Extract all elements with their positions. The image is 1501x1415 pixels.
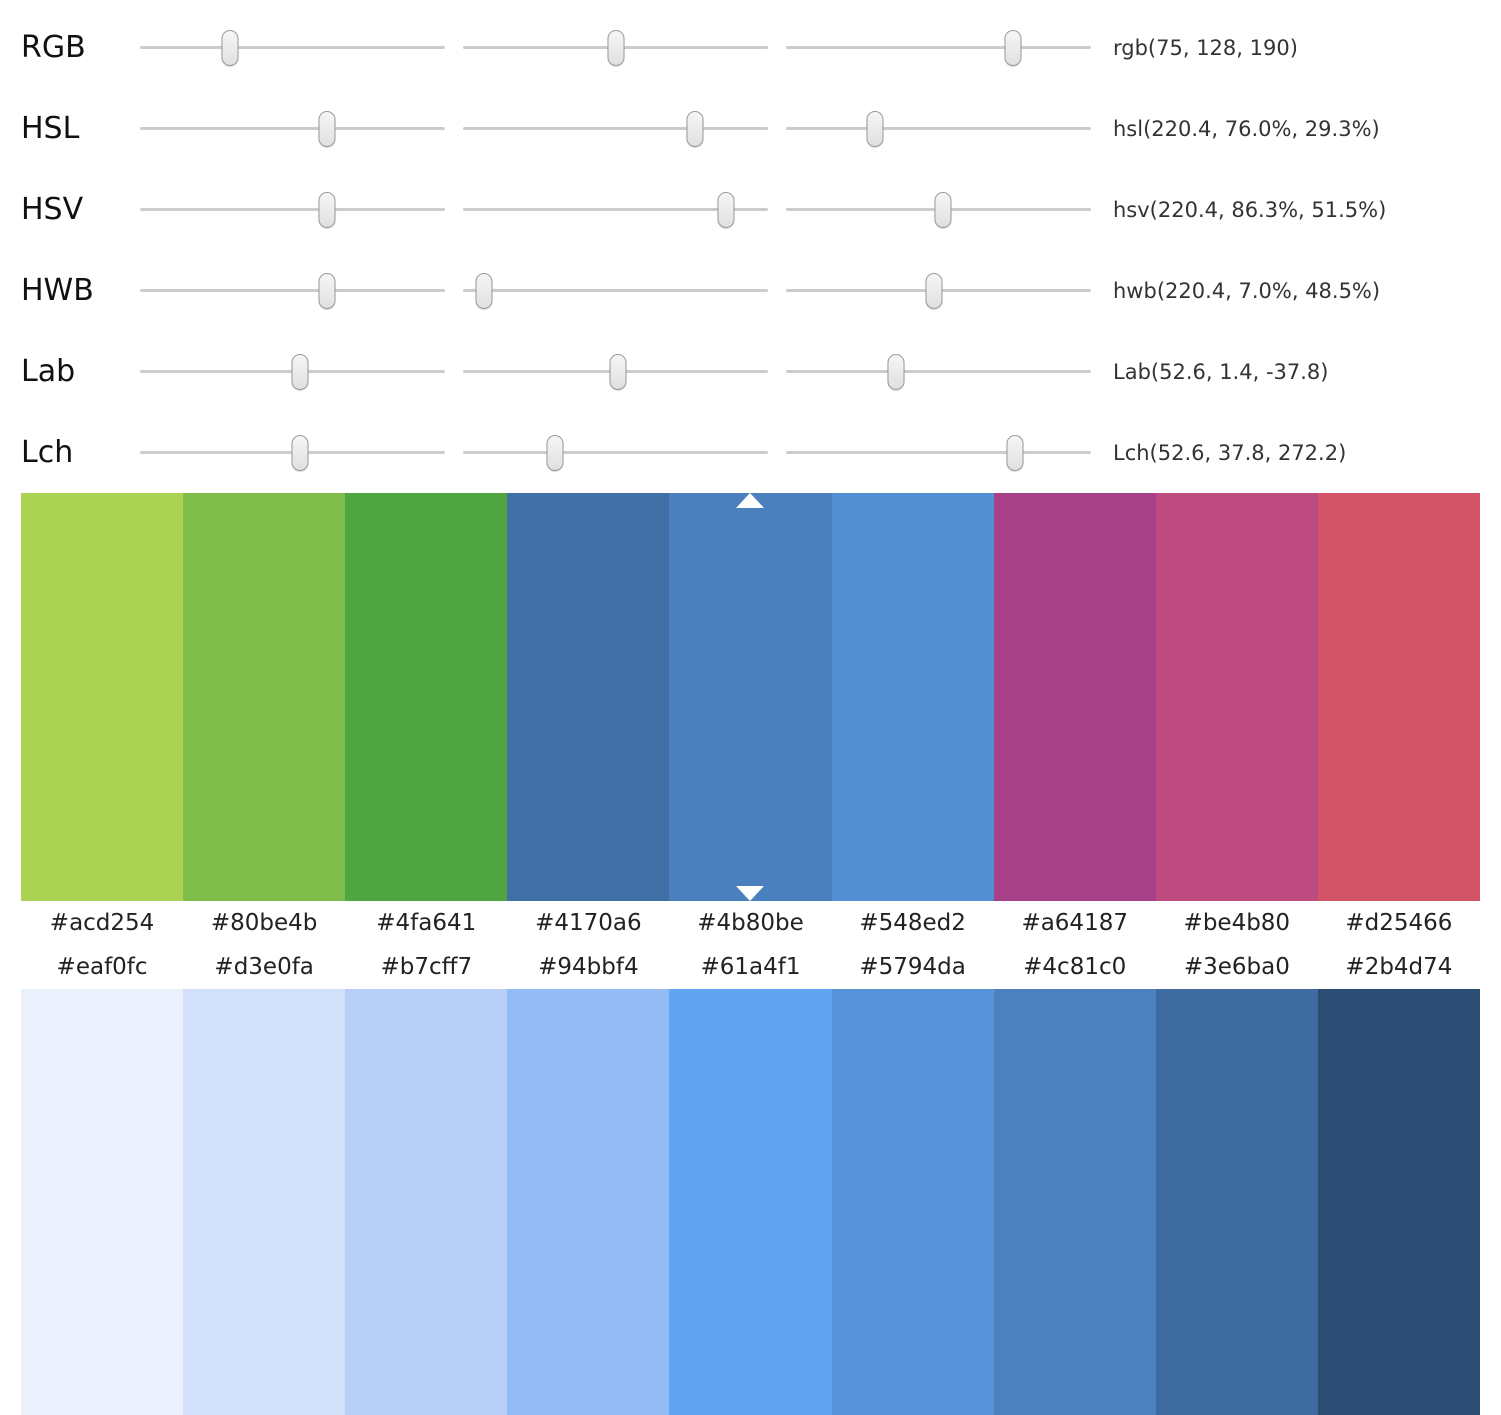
slider-thumb[interactable]	[318, 110, 336, 147]
slider-row-label-hsv: HSV	[21, 192, 84, 227]
slider-thumb[interactable]	[1004, 29, 1022, 66]
lab-a-slider[interactable]	[463, 353, 768, 390]
tint-swatch[interactable]	[183, 989, 346, 1415]
lch-c-slider[interactable]	[463, 434, 768, 471]
swatch-hex-label: #a64187	[1021, 910, 1128, 936]
lch-l-slider[interactable]	[140, 434, 445, 471]
slider-thumb[interactable]	[686, 110, 704, 147]
slider-row-hwb: HWB hwb(220.4, 7.0%, 48.5%)	[0, 250, 1501, 331]
tint-swatch[interactable]	[1155, 989, 1318, 1415]
selected-swatch-marker-bottom-icon	[736, 886, 765, 901]
swatch-hex-label: #548ed2	[859, 910, 966, 936]
lab-b-slider[interactable]	[786, 353, 1091, 390]
hue-swatch[interactable]	[831, 493, 994, 901]
swatch-hex-label: #4b80be	[697, 910, 804, 936]
swatch-hex-label: #d3e0fa	[214, 954, 314, 980]
slider-thumb[interactable]	[546, 434, 564, 471]
swatch-hex-label: #eaf0fc	[56, 954, 148, 980]
slider-row-label-hsl: HSL	[21, 111, 80, 146]
rgb-b-slider[interactable]	[786, 29, 1091, 66]
tint-swatch[interactable]	[1317, 989, 1480, 1415]
slider-thumb[interactable]	[934, 191, 952, 228]
swatch-hex-label: #2b4d74	[1345, 954, 1453, 980]
swatch-hex-label: #4c81c0	[1023, 954, 1127, 980]
swatch-hex-label: #3e6ba0	[1183, 954, 1290, 980]
rgb-g-slider[interactable]	[463, 29, 768, 66]
hsl-s-slider[interactable]	[463, 110, 768, 147]
slider-row-hsv: HSV hsv(220.4, 86.3%, 51.5%)	[0, 169, 1501, 250]
slider-row-lch: Lch Lch(52.6, 37.8, 272.2)	[0, 412, 1501, 493]
swatch-hex-label: #61a4f1	[700, 954, 801, 980]
slider-thumb[interactable]	[717, 191, 735, 228]
tint-swatch[interactable]	[507, 989, 670, 1415]
slider-thumb[interactable]	[318, 272, 336, 309]
hue-swatch[interactable]	[669, 493, 832, 901]
slider-row-label-lab: Lab	[21, 354, 76, 389]
slider-thumb[interactable]	[318, 191, 336, 228]
slider-row-hsl: HSL hsl(220.4, 76.0%, 29.3%)	[0, 88, 1501, 169]
slider-row-label-rgb: RGB	[21, 30, 86, 65]
slider-thumb[interactable]	[1006, 434, 1024, 471]
slider-value-hwb: hwb(220.4, 7.0%, 48.5%)	[1113, 278, 1381, 303]
rgb-r-slider[interactable]	[140, 29, 445, 66]
slider-thumb[interactable]	[291, 434, 309, 471]
hue-label-row: #acd254 #80be4b #4fa641 #4170a6 #4b80be …	[21, 901, 1480, 945]
slider-thumb[interactable]	[291, 353, 309, 390]
hsv-h-slider[interactable]	[140, 191, 445, 228]
slider-panel: RGB rgb(75, 128, 190) HSL hsl(220.4, 76.…	[0, 0, 1501, 493]
tint-swatch-row	[21, 989, 1480, 1415]
selected-swatch-marker-top-icon	[736, 493, 765, 508]
swatch-hex-label: #94bbf4	[538, 954, 639, 980]
hwb-h-slider[interactable]	[140, 272, 445, 309]
hsv-s-slider[interactable]	[463, 191, 768, 228]
slider-thumb[interactable]	[221, 29, 239, 66]
tint-swatch[interactable]	[831, 989, 994, 1415]
swatch-hex-label: #b7cff7	[380, 954, 473, 980]
hue-swatch[interactable]	[507, 493, 670, 901]
hsv-v-slider[interactable]	[786, 191, 1091, 228]
hue-swatch[interactable]	[1155, 493, 1318, 901]
hwb-b-slider[interactable]	[786, 272, 1091, 309]
slider-value-hsl: hsl(220.4, 76.0%, 29.3%)	[1113, 116, 1380, 141]
swatch-hex-label: #5794da	[859, 954, 966, 980]
tint-palette: #eaf0fc #d3e0fa #b7cff7 #94bbf4 #61a4f1 …	[21, 945, 1480, 1415]
lab-l-slider[interactable]	[140, 353, 445, 390]
slider-thumb[interactable]	[925, 272, 943, 309]
slider-thumb[interactable]	[866, 110, 884, 147]
tint-swatch[interactable]	[669, 989, 832, 1415]
swatch-hex-label: #80be4b	[210, 910, 318, 936]
hue-swatch[interactable]	[1317, 493, 1480, 901]
tint-swatch[interactable]	[993, 989, 1156, 1415]
swatch-hex-label: #4fa641	[376, 910, 477, 936]
slider-row-rgb: RGB rgb(75, 128, 190)	[0, 7, 1501, 88]
slider-row-label-hwb: HWB	[21, 273, 94, 308]
hue-swatch[interactable]	[345, 493, 508, 901]
slider-value-hsv: hsv(220.4, 86.3%, 51.5%)	[1113, 197, 1387, 222]
slider-value-rgb: rgb(75, 128, 190)	[1113, 35, 1298, 60]
swatch-hex-label: #4170a6	[535, 910, 642, 936]
tint-label-row: #eaf0fc #d3e0fa #b7cff7 #94bbf4 #61a4f1 …	[21, 945, 1480, 989]
hsl-h-slider[interactable]	[140, 110, 445, 147]
hsl-l-slider[interactable]	[786, 110, 1091, 147]
tint-swatch[interactable]	[345, 989, 508, 1415]
hue-swatch[interactable]	[183, 493, 346, 901]
lch-h-slider[interactable]	[786, 434, 1091, 471]
swatch-hex-label: #acd254	[49, 910, 155, 936]
hue-swatch[interactable]	[993, 493, 1156, 901]
slider-thumb[interactable]	[607, 29, 625, 66]
slider-value-lch: Lch(52.6, 37.8, 272.2)	[1113, 440, 1347, 465]
slider-value-lab: Lab(52.6, 1.4, -37.8)	[1113, 359, 1329, 384]
slider-thumb[interactable]	[887, 353, 905, 390]
hue-palette: #acd254 #80be4b #4fa641 #4170a6 #4b80be …	[21, 493, 1480, 945]
slider-row-label-lch: Lch	[21, 435, 74, 470]
hwb-w-slider[interactable]	[463, 272, 768, 309]
slider-thumb[interactable]	[475, 272, 493, 309]
slider-row-lab: Lab Lab(52.6, 1.4, -37.8)	[0, 331, 1501, 412]
hue-swatch-row	[21, 493, 1480, 901]
swatch-hex-label: #be4b80	[1183, 910, 1291, 936]
tint-swatch[interactable]	[21, 989, 184, 1415]
swatch-hex-label: #d25466	[1345, 910, 1453, 936]
hue-swatch[interactable]	[21, 493, 184, 901]
slider-thumb[interactable]	[609, 353, 627, 390]
